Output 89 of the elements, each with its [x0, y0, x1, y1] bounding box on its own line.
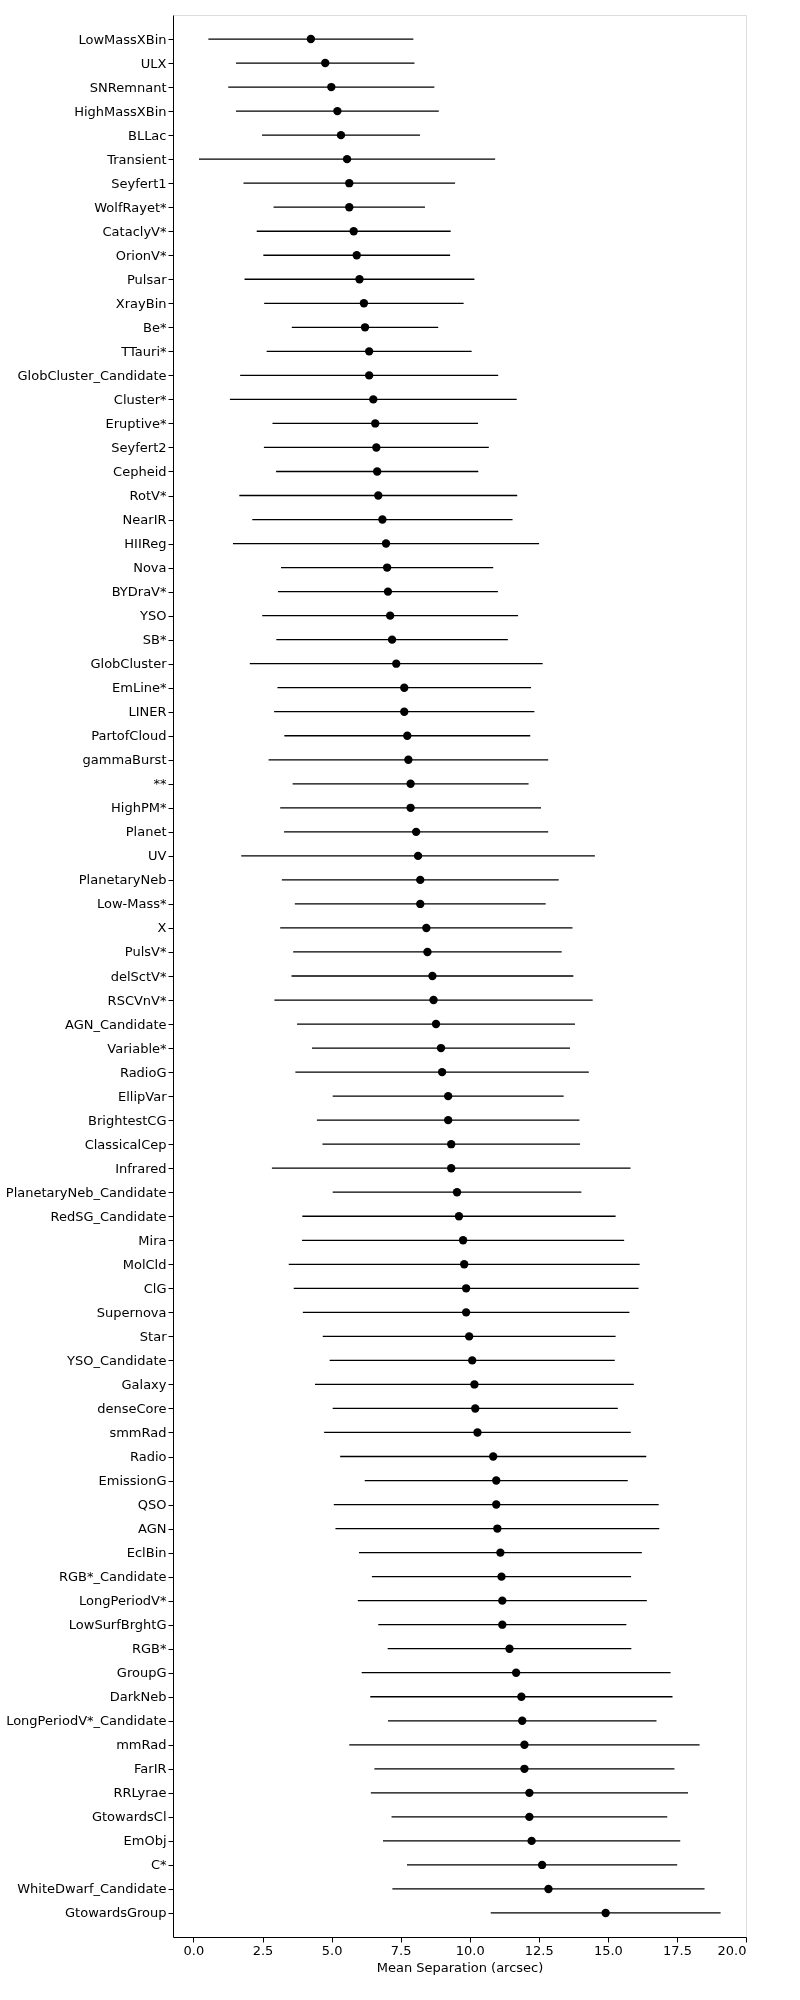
y-tick-label: GroupG [116, 1665, 167, 1681]
y-tick-label: AGN [138, 1521, 167, 1537]
y-tick-label: RRLyrae [113, 1785, 167, 1801]
y-tick-label: Nova [133, 560, 167, 576]
y-tick-label: Eruptive* [105, 415, 167, 431]
y-tick-label: Variable* [107, 1040, 167, 1056]
y-tick-label: Supernova [96, 1304, 167, 1320]
y-tick-label: WolfRayet* [94, 199, 167, 215]
y-tick-label: YSO_Candidate [66, 1352, 167, 1368]
y-tick-label: PulsV* [124, 944, 167, 960]
y-tick-label: Mira [138, 1232, 167, 1248]
y-tick-label: XrayBin [115, 295, 167, 311]
y-tick-label: OrionV* [115, 247, 167, 263]
y-tick-label: LowMassXBin [78, 31, 167, 47]
y-tick-label: Low-Mass* [96, 896, 167, 912]
y-tick-label: Cepheid [113, 463, 167, 479]
y-tick-label: RadioG [119, 1064, 167, 1080]
y-tick-label: GtowardsCl [91, 1809, 167, 1825]
y-tick-label: Transient [106, 151, 167, 167]
y-tick-label: RotV* [129, 488, 167, 503]
y-tick-label: Star [139, 1328, 168, 1344]
y-tick-label: Cluster* [113, 391, 167, 407]
y-tick-label: delSctV* [110, 968, 167, 984]
y-tick-label: X [157, 920, 167, 936]
y-tick-label: LongPeriodV*_Candidate [6, 1713, 167, 1729]
y-tick-label: LowSurfBrghtG [68, 1617, 167, 1633]
y-tick-label: gammaBurst [82, 752, 167, 768]
y-tick-label: Galaxy [121, 1376, 167, 1392]
y-tick-label: RedSG_Candidate [50, 1208, 167, 1224]
y-tick-label: TTauri* [120, 343, 167, 359]
y-tick-label: EmLine* [112, 680, 167, 696]
y-tick-label: Seyfert1 [111, 175, 167, 191]
x-tick-label: 17.5 [662, 1942, 692, 1958]
y-tick-label: EllipVar [118, 1088, 168, 1104]
y-tick-label: denseCore [97, 1400, 167, 1416]
y-tick-label: DarkNeb [109, 1689, 167, 1705]
y-tick-label: Radio [129, 1449, 167, 1464]
y-tick-label: PlanetaryNeb [78, 872, 167, 888]
y-tick-label: Seyfert2 [111, 439, 167, 455]
y-tick-label: HighMassXBin [74, 103, 167, 119]
y-tick-label: LongPeriodV* [79, 1593, 167, 1609]
y-tick-label: Infrared [115, 1160, 167, 1176]
y-tick-label: MolCld [122, 1256, 167, 1272]
x-tick-label: 5.0 [321, 1942, 343, 1958]
y-tick-label: BYDraV* [111, 584, 167, 600]
y-tick-label: EmObj [123, 1833, 167, 1849]
y-tick-label: WhiteDwarf_Candidate [17, 1881, 167, 1897]
x-tick-label: 15.0 [593, 1942, 623, 1958]
y-tick-label: PlanetaryNeb_Candidate [5, 1184, 167, 1200]
x-tick-label: 20.0 [717, 1942, 747, 1958]
y-tick-label: Pulsar [126, 271, 168, 287]
y-tick-label: Be* [143, 319, 167, 335]
x-tick-label: 7.5 [390, 1942, 412, 1958]
y-tick-label: QSO [137, 1497, 167, 1513]
x-tick-label: 12.5 [524, 1942, 554, 1958]
y-tick-label: CataclyV* [102, 223, 167, 239]
y-tick-label: Planet [125, 824, 167, 840]
y-tick-label: ** [153, 776, 167, 792]
y-tick-label: EmissionG [98, 1473, 167, 1489]
y-tick-label: HIIReg [124, 536, 167, 552]
y-tick-label: RSCVnV* [107, 992, 167, 1008]
y-tick-label: ClassicalCep [84, 1136, 167, 1152]
y-tick-label: NearIR [122, 512, 167, 528]
y-tick-label: BLLac [127, 127, 167, 143]
y-tick-label: UV [148, 848, 167, 864]
y-tick-label: YSO [139, 608, 167, 624]
y-tick-label: SNRemnant [89, 79, 167, 95]
y-tick-label: mmRad [116, 1737, 167, 1753]
x-tick-label: 2.5 [252, 1942, 274, 1958]
x-tick-label: 0.0 [183, 1942, 205, 1958]
y-tick-label: C* [150, 1857, 167, 1873]
x-tick-label: 10.0 [455, 1942, 485, 1958]
y-tick-label: PartofCloud [91, 728, 167, 744]
y-tick-label: SB* [142, 632, 167, 648]
y-tick-label: EclBin [126, 1545, 167, 1561]
y-tick-label: GtowardsGroup [65, 1905, 167, 1921]
y-tick-label: GlobCluster [90, 656, 168, 672]
y-tick-label: HighPM* [111, 800, 167, 816]
y-tick-label: RGB* [131, 1641, 167, 1657]
y-tick-label: AGN_Candidate [65, 1016, 167, 1032]
y-tick-label: ClG [143, 1280, 167, 1296]
y-tick-label: RGB*_Candidate [59, 1569, 167, 1585]
y-tick-label: LINER [128, 704, 167, 720]
y-tick-label: ULX [140, 55, 167, 71]
y-tick-label: BrightestCG [88, 1112, 167, 1128]
x-axis-title: Mean Separation (arcsec) [376, 1959, 544, 1975]
y-tick-label: smmRad [109, 1424, 167, 1440]
y-tick-label: GlobCluster_Candidate [17, 367, 167, 383]
y-tick-label: FarIR [134, 1761, 167, 1777]
